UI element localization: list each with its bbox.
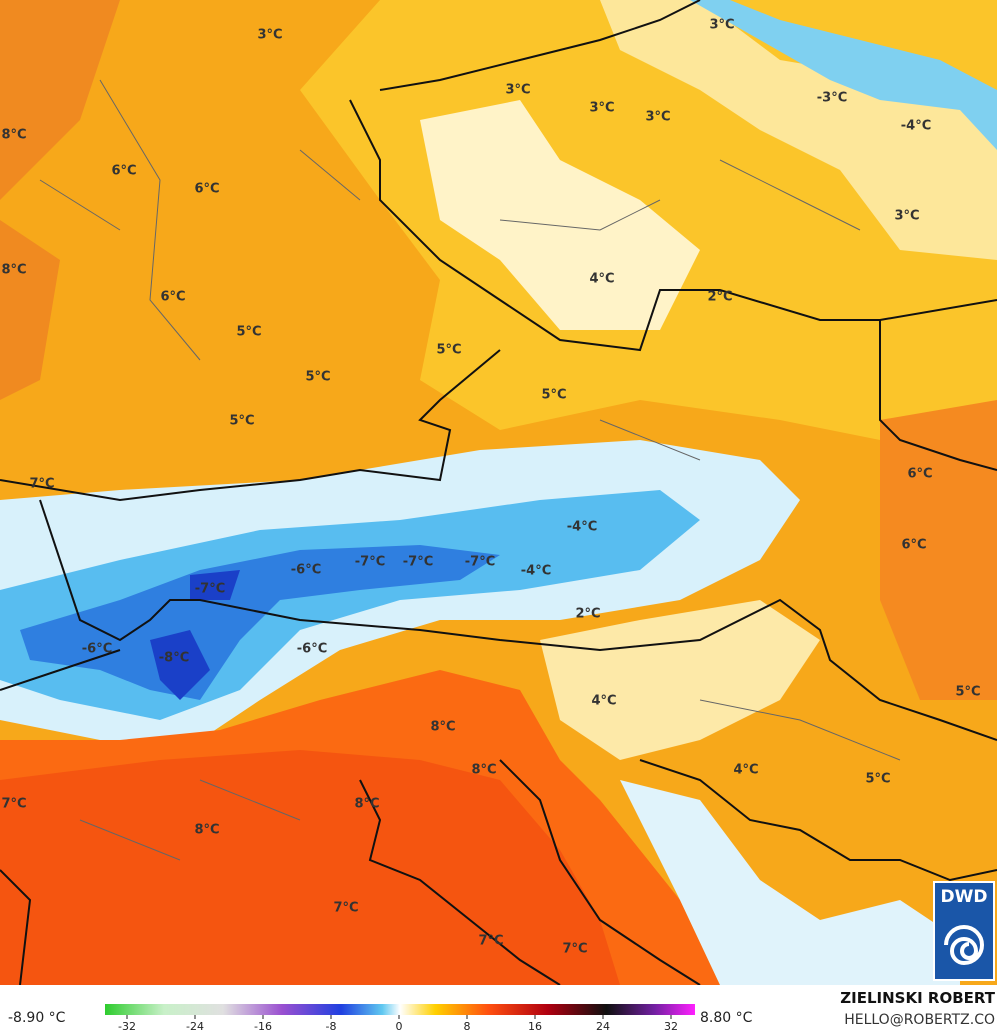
temperature-label: 4°C [589, 272, 614, 287]
temperature-label: 5°C [541, 388, 566, 403]
temperature-label: 7°C [1, 797, 26, 812]
temperature-label: 3°C [505, 83, 530, 98]
temperature-label: 8°C [194, 823, 219, 838]
temperature-label: 8°C [354, 797, 379, 812]
temperature-label: -3°C [817, 91, 847, 106]
colorbar-tick-label: 16 [528, 1020, 542, 1033]
temperature-label: 4°C [733, 763, 758, 778]
temperature-label: 6°C [907, 467, 932, 482]
temperature-label: 3°C [589, 101, 614, 116]
colorbar-tick-label: -16 [254, 1020, 272, 1033]
temperature-label: -4°C [901, 119, 931, 134]
logo-text: DWD [941, 887, 988, 907]
temperature-label: 3°C [645, 110, 670, 125]
email: HELLO@ROBERTZ.CO [844, 1012, 995, 1028]
temperature-label: 5°C [305, 370, 330, 385]
colorbar-tick-label: 24 [596, 1020, 610, 1033]
temperature-label: -7°C [195, 582, 225, 597]
temperature-label: 5°C [236, 325, 261, 340]
temperature-label: 3°C [257, 28, 282, 43]
colorbar-tick-label: 8 [464, 1020, 471, 1033]
temperature-label: 8°C [430, 720, 455, 735]
colorbar-tick-label: -8 [326, 1020, 337, 1033]
temperature-label: 6°C [901, 538, 926, 553]
temperature-label: 4°C [591, 694, 616, 709]
temperature-label: 7°C [478, 934, 503, 949]
colorbar [105, 1004, 695, 1015]
colorbar-tick-label: -24 [186, 1020, 204, 1033]
colorbar-tick-label: 32 [664, 1020, 678, 1033]
temperature-label: -7°C [465, 555, 495, 570]
temperature-label: -7°C [403, 555, 433, 570]
temperature-label: 8°C [1, 263, 26, 278]
temperature-label: 7°C [562, 942, 587, 957]
colorbar-tick-label: 0 [396, 1020, 403, 1033]
temperature-label: 7°C [29, 477, 54, 492]
temperature-label: -4°C [521, 564, 551, 579]
temperature-label: 8°C [471, 763, 496, 778]
author: ZIELINSKI ROBERT [840, 989, 995, 1007]
temperature-label: -4°C [567, 520, 597, 535]
borders [0, 0, 997, 986]
temperature-label: 8°C [1, 128, 26, 143]
temperature-field [0, 0, 997, 985]
temperature-label: 2°C [575, 607, 600, 622]
colorbar-ticks: -32 -24 -16 -8 0 8 16 24 32 [118, 1015, 678, 1033]
temperature-labels: 3°C 3°C 3°C 3°C 3°C -3°C -4°C 8°C 6°C 6°C 3°C 8°C 4°… [1, 18, 980, 957]
legend-max: 8.80 °C [700, 1010, 753, 1026]
temperature-label: 3°C [894, 209, 919, 224]
temperature-label: 6°C [111, 164, 136, 179]
temperature-label: 6°C [160, 290, 185, 305]
temperature-label: 6°C [194, 182, 219, 197]
colorbar-tick-label: -32 [118, 1020, 136, 1033]
temperature-label: -6°C [297, 642, 327, 657]
temperature-label: 2°C [707, 290, 732, 305]
legend-min: -8.90 °C [8, 1010, 66, 1026]
temperature-label: 7°C [333, 901, 358, 916]
temperature-label: 5°C [436, 343, 461, 358]
temperature-label: 5°C [955, 685, 980, 700]
temperature-label: 5°C [865, 772, 890, 787]
temperature-label: -8°C [159, 651, 189, 666]
temperature-label: -6°C [291, 563, 321, 578]
dwd-logo: DWD [933, 881, 995, 981]
temperature-label: -6°C [82, 642, 112, 657]
temperature-label: 5°C [229, 414, 254, 429]
temperature-label: 3°C [709, 18, 734, 33]
temperature-label: -7°C [355, 555, 385, 570]
